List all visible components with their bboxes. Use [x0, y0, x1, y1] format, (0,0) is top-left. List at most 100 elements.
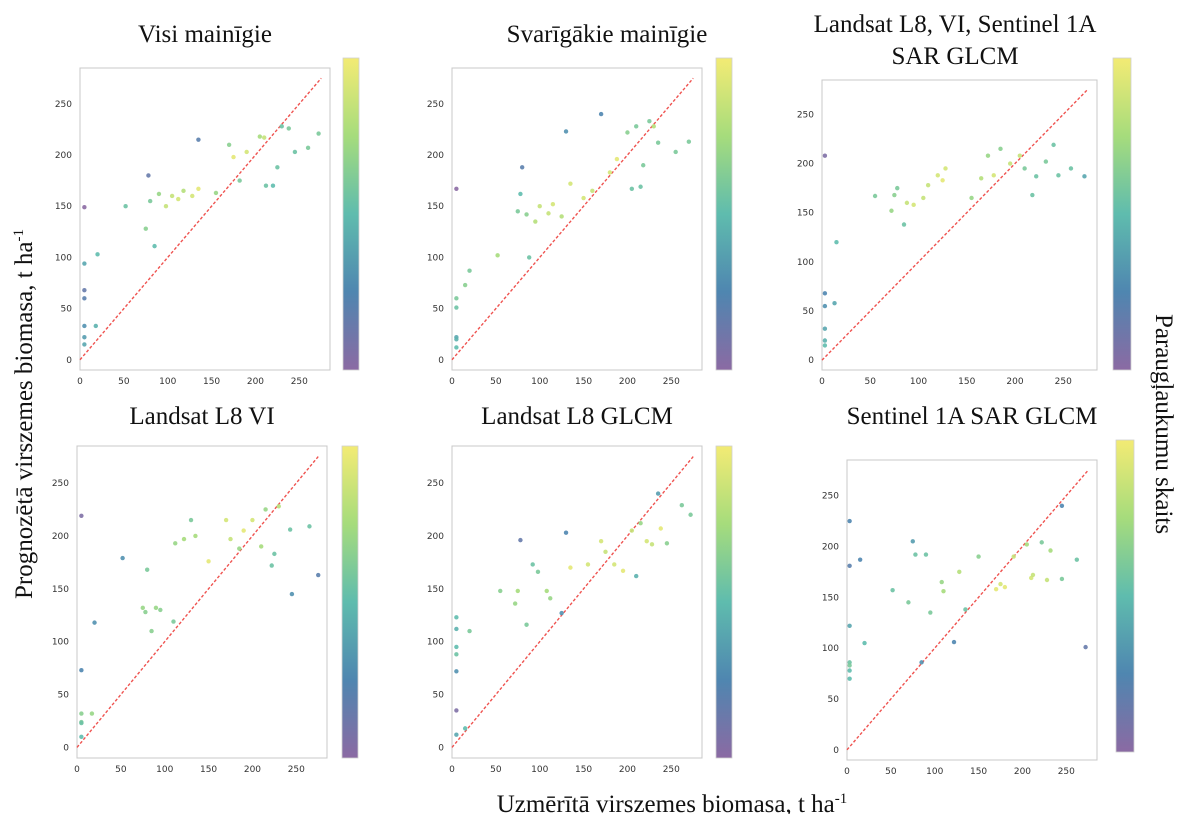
data-point — [976, 554, 981, 559]
data-point — [146, 173, 151, 178]
colorbar — [715, 445, 733, 759]
x-tick-label: 150 — [970, 767, 987, 777]
data-point — [152, 243, 157, 249]
x-tick-label: 150 — [203, 377, 220, 387]
data-point — [847, 660, 852, 665]
plot-frame — [451, 445, 703, 759]
data-point — [655, 491, 661, 496]
data-point — [535, 569, 541, 575]
data-point — [655, 140, 661, 145]
plot-frame — [79, 67, 331, 371]
data-point — [568, 565, 573, 570]
data-point — [173, 541, 178, 546]
y-tick-label: 0 — [833, 746, 839, 756]
data-point — [289, 591, 295, 597]
x-tick-label: 150 — [958, 377, 975, 387]
data-point — [193, 533, 198, 539]
data-point — [991, 173, 996, 178]
colorbar-label: Paraugļaukumu skaits — [1150, 314, 1177, 534]
x-tick-label: 150 — [575, 765, 592, 775]
x-tick-label: 50 — [118, 377, 130, 387]
data-point — [548, 596, 553, 601]
y-tick-label: 200 — [427, 151, 444, 161]
y-tick-label: 250 — [427, 100, 444, 110]
data-point — [822, 326, 828, 331]
panel-title: Visi mainīgie — [138, 21, 272, 48]
data-point — [82, 296, 87, 301]
scatter-panel: Landsat L8 VI 0 50 100 150 200 250 0 50 100 150 200… — [52, 403, 359, 775]
data-point — [454, 615, 459, 620]
x-tick-label: 0 — [819, 377, 825, 387]
y-tick-label: 150 — [427, 585, 444, 595]
data-point — [79, 668, 84, 673]
data-point — [518, 537, 523, 543]
data-point — [82, 261, 87, 266]
data-point — [923, 552, 929, 557]
data-point — [537, 204, 542, 209]
data-point — [979, 176, 984, 181]
data-point — [196, 137, 201, 142]
data-point — [890, 587, 895, 593]
plot-frame — [451, 67, 703, 371]
x-tick-label: 250 — [663, 377, 680, 387]
data-point — [158, 607, 163, 613]
data-point — [544, 588, 549, 594]
data-point — [171, 619, 176, 624]
y-tick-label: 50 — [828, 695, 840, 705]
data-point — [1034, 174, 1039, 179]
data-point — [647, 119, 652, 124]
data-point — [546, 211, 551, 216]
data-point — [149, 628, 154, 634]
data-point — [498, 588, 503, 594]
data-point — [1056, 173, 1061, 178]
y-tick-label: 0 — [438, 356, 444, 366]
data-point — [1083, 644, 1088, 650]
y-tick-label: 100 — [427, 638, 444, 648]
scatter-panel: Landsat L8, VI, Sentinel 1A SAR GLCM 0 50 10… — [797, 11, 1132, 387]
data-point — [1022, 166, 1027, 171]
y-tick-label: 150 — [427, 202, 444, 212]
data-point — [1059, 503, 1065, 508]
data-point — [985, 153, 991, 158]
one-to-one-line — [451, 456, 694, 748]
data-point — [515, 209, 520, 214]
data-point — [169, 193, 175, 199]
data-point — [263, 183, 269, 188]
data-point — [515, 588, 520, 594]
data-point — [629, 528, 635, 533]
x-tick-label: 100 — [531, 377, 548, 387]
data-point — [79, 720, 84, 726]
data-point — [913, 552, 918, 557]
y-tick-label: 50 — [433, 305, 445, 315]
scatter-panel: Landsat L8 GLCM 0 50 100 150 200 250 0 50 100 150 2… — [427, 403, 733, 775]
y-tick-label: 100 — [797, 258, 814, 268]
data-point — [822, 303, 828, 309]
data-point — [919, 660, 924, 665]
y-tick-label: 200 — [427, 532, 444, 542]
x-tick-label: 200 — [619, 377, 636, 387]
data-point — [625, 130, 630, 135]
data-point — [231, 154, 236, 160]
y-tick-label: 250 — [55, 100, 72, 110]
one-to-one-line — [821, 89, 1088, 361]
panel-title: Landsat L8, VI, Sentinel 1A — [814, 11, 1097, 38]
data-point — [862, 640, 867, 646]
data-point — [904, 200, 910, 206]
data-point — [598, 111, 604, 117]
data-point — [686, 139, 692, 144]
data-point — [969, 195, 974, 201]
y-tick-label: 0 — [63, 743, 69, 753]
plot-frame — [821, 79, 1098, 371]
x-tick-label: 100 — [531, 765, 548, 775]
data-point — [454, 305, 459, 310]
data-point — [467, 268, 472, 273]
data-point — [82, 335, 87, 340]
y-tick-label: 250 — [427, 479, 444, 489]
colorbar — [1115, 439, 1135, 753]
data-point — [892, 192, 897, 198]
data-point — [156, 191, 162, 197]
y-tick-label: 0 — [808, 356, 814, 366]
data-point — [495, 253, 500, 258]
data-point — [263, 507, 268, 512]
